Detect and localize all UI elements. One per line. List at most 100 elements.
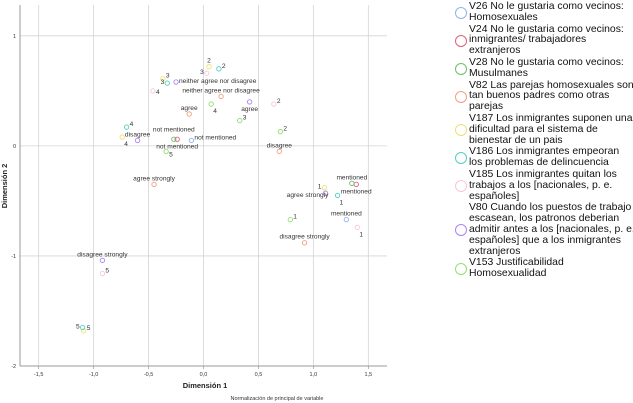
data-point bbox=[134, 137, 141, 144]
legend-item: V187 Los inmigrantes suponen una dificul… bbox=[455, 113, 633, 146]
point-label: disagree bbox=[125, 131, 151, 138]
legend-circle-icon bbox=[455, 90, 467, 103]
legend-item: V80 Cuando los puestos de trabajo escase… bbox=[455, 202, 633, 257]
y-tick-label: -1 bbox=[11, 254, 16, 260]
data-point bbox=[99, 270, 106, 277]
data-point bbox=[81, 328, 87, 334]
data-point bbox=[237, 117, 243, 124]
legend-label: V82 Las parejas homosexuales son tan bue… bbox=[469, 79, 633, 113]
data-point bbox=[343, 216, 349, 223]
point-label: 5 bbox=[87, 325, 91, 332]
data-point bbox=[354, 224, 360, 230]
point-label: agree strongly bbox=[133, 175, 175, 182]
point-label: 2 bbox=[277, 98, 281, 105]
point-label: not mentioned bbox=[153, 126, 195, 133]
data-point bbox=[164, 80, 170, 86]
point-label: mentioned bbox=[336, 174, 367, 181]
legend: V26 No le gustaria como vecinos: Homosex… bbox=[455, 1, 633, 281]
legend-circle-icon bbox=[455, 152, 467, 165]
legend-circle-icon bbox=[455, 124, 467, 137]
data-point bbox=[160, 76, 166, 82]
data-point bbox=[99, 257, 106, 263]
point-label: 2 bbox=[283, 126, 287, 133]
point-label: 4 bbox=[124, 141, 128, 148]
point-label: agree bbox=[241, 106, 258, 113]
legend-circle-icon bbox=[455, 62, 467, 75]
legend-circle-icon bbox=[455, 224, 467, 237]
point-label: 2 bbox=[222, 63, 226, 70]
point-label: 4 bbox=[156, 89, 160, 96]
point-label: 5 bbox=[169, 151, 173, 158]
data-point bbox=[150, 88, 156, 94]
legend-item: V26 No le gustaria como vecinos: Homosex… bbox=[455, 1, 633, 24]
legend-label: V80 Cuando los puestos de trabajo escase… bbox=[469, 202, 633, 257]
data-point bbox=[349, 180, 355, 186]
point-label: mentioned bbox=[331, 211, 362, 218]
data-point bbox=[188, 137, 195, 144]
data-point bbox=[321, 185, 328, 191]
point-label: 4 bbox=[130, 121, 134, 128]
point-label: not mentioned bbox=[194, 134, 236, 141]
y-tick-label: 0 bbox=[13, 144, 16, 150]
data-point bbox=[208, 101, 214, 107]
data-point bbox=[206, 63, 212, 70]
point-label: 4 bbox=[213, 108, 217, 115]
x-tick-label: 0,5 bbox=[255, 372, 263, 378]
data-point bbox=[173, 79, 179, 85]
x-tick-label: -0,5 bbox=[144, 372, 153, 378]
x-axis-label: Dimensión 1 bbox=[183, 381, 228, 390]
point-label: disagree strongly bbox=[279, 234, 330, 241]
data-point bbox=[174, 136, 180, 142]
legend-item: V186 Los inmigrantes empeoran los proble… bbox=[455, 147, 633, 169]
data-point bbox=[163, 148, 169, 155]
x-tick-label: -1,0 bbox=[89, 372, 98, 378]
point-label: 1 bbox=[293, 214, 297, 221]
legend-circle-icon bbox=[455, 6, 467, 19]
legend-item: V28 No le gustaria como vecinos: Musulma… bbox=[455, 56, 633, 80]
data-point bbox=[204, 70, 210, 76]
point-label: 1 bbox=[340, 199, 344, 206]
legend-label: V28 No le gustaria como vecinos: Musulma… bbox=[469, 56, 624, 79]
point-label: 3 bbox=[200, 69, 204, 76]
point-label: agree bbox=[181, 105, 198, 112]
data-point bbox=[216, 66, 222, 72]
data-point bbox=[334, 192, 341, 199]
y-tick-label: -2 bbox=[11, 364, 16, 370]
legend-circle-icon bbox=[455, 34, 467, 47]
data-point bbox=[119, 134, 125, 140]
point-label: mentioned bbox=[341, 188, 372, 195]
point-label: 5 bbox=[76, 323, 80, 330]
legend-item: V24 No le gustaria como vecinos: inmigra… bbox=[455, 23, 633, 57]
point-label: agree strongly bbox=[287, 192, 329, 199]
legend-label: V24 No le gustaria como vecinos: inmigra… bbox=[469, 23, 624, 57]
data-point bbox=[246, 99, 253, 105]
legend-circle-icon bbox=[455, 180, 467, 193]
data-point bbox=[353, 181, 359, 188]
point-label: 5 bbox=[105, 268, 109, 275]
data-point bbox=[271, 101, 277, 107]
legend-item: V185 Los inmigrantes quitan los trabajos… bbox=[455, 168, 633, 202]
data-point bbox=[79, 324, 86, 331]
legend-circle-icon bbox=[455, 263, 467, 276]
x-tick-label: -1,5 bbox=[34, 372, 43, 378]
point-label: 3 bbox=[161, 79, 165, 86]
point-label: neither agree nor disagree bbox=[182, 87, 260, 94]
y-axis-label: Dimensión 2 bbox=[0, 164, 9, 209]
axes: -1,5 -1,0 -0,5 0,0 0,5 1,0 1,5 1 0 -1 -2 bbox=[11, 5, 387, 378]
data-point bbox=[277, 128, 284, 135]
data-point bbox=[151, 181, 157, 188]
data-point bbox=[276, 148, 282, 155]
point-label: disagree strongly bbox=[77, 251, 128, 258]
footnote: Normalización de principal de variable bbox=[231, 396, 324, 402]
data-point bbox=[186, 111, 192, 117]
legend-label: V186 Los inmigrantes empeoran los proble… bbox=[469, 146, 620, 169]
legend-label: V185 Los inmigrantes quitan los trabajos… bbox=[469, 168, 617, 202]
point-label: neither agree nor disagree bbox=[179, 78, 257, 85]
data-point bbox=[123, 124, 130, 130]
data-point bbox=[171, 136, 177, 142]
x-tick-label: 0,0 bbox=[200, 372, 208, 378]
y-tick-label: 1 bbox=[13, 34, 16, 40]
point-label: 1 bbox=[318, 184, 322, 191]
legend-label: V153 Justificabilidad Homosexualidad bbox=[469, 257, 564, 280]
legend-item: V82 Las parejas homosexuales son tan bue… bbox=[455, 79, 633, 113]
